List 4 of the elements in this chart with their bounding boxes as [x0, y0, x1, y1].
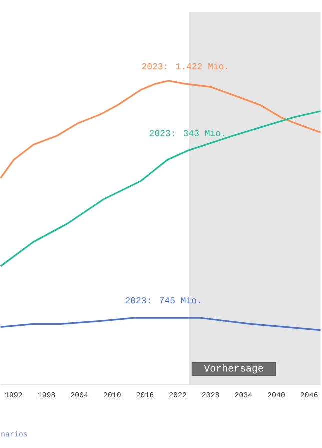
- series-label: 2023: 745 Mio.: [126, 297, 200, 304]
- series-label: 2023: 1.422 Mio.: [142, 62, 228, 70]
- series-label: 2023: 343 Mio.: [150, 130, 224, 136]
- band-label: Vorhersage: [204, 364, 264, 374]
